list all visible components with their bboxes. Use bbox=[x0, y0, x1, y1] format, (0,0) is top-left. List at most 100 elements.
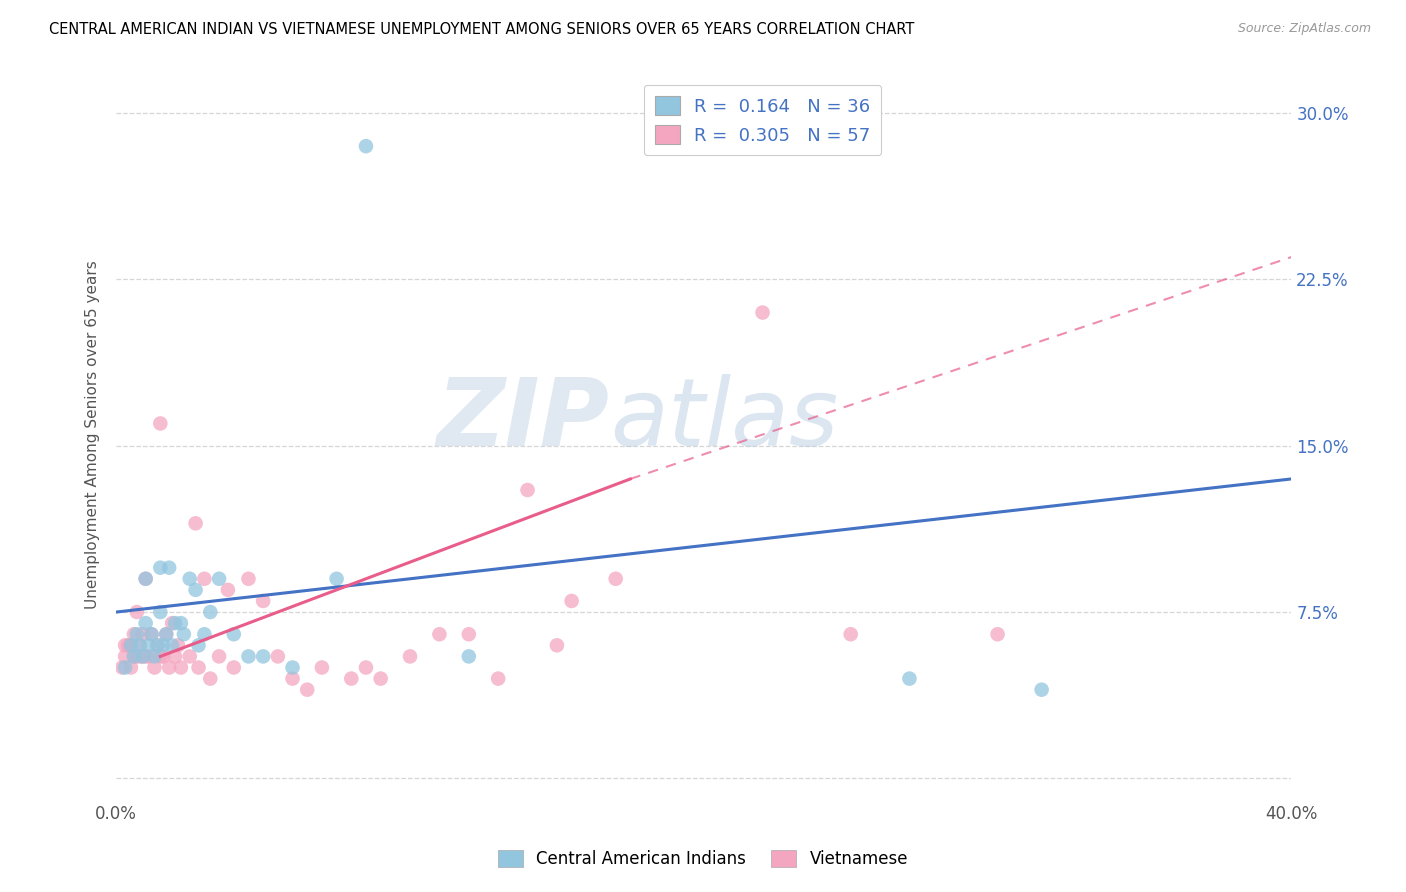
Point bbox=[311, 660, 333, 674]
Point bbox=[146, 638, 169, 652]
Point bbox=[839, 627, 862, 641]
Point bbox=[135, 572, 157, 586]
Point bbox=[340, 672, 363, 686]
Point bbox=[128, 638, 150, 652]
Point bbox=[135, 649, 157, 664]
Point bbox=[200, 672, 222, 686]
Point bbox=[187, 638, 209, 652]
Point bbox=[193, 572, 215, 586]
Point bbox=[114, 649, 136, 664]
Point bbox=[605, 572, 627, 586]
Text: CENTRAL AMERICAN INDIAN VS VIETNAMESE UNEMPLOYMENT AMONG SENIORS OVER 65 YEARS C: CENTRAL AMERICAN INDIAN VS VIETNAMESE UN… bbox=[49, 22, 914, 37]
Point bbox=[120, 638, 142, 652]
Point bbox=[238, 649, 260, 664]
Y-axis label: Unemployment Among Seniors over 65 years: Unemployment Among Seniors over 65 years bbox=[86, 260, 100, 609]
Point bbox=[281, 660, 304, 674]
Point bbox=[325, 572, 347, 586]
Point bbox=[125, 605, 148, 619]
Point bbox=[751, 305, 773, 319]
Point bbox=[163, 616, 186, 631]
Text: atlas: atlas bbox=[610, 375, 838, 466]
Point bbox=[179, 649, 201, 664]
Point bbox=[457, 627, 479, 641]
Point bbox=[132, 649, 155, 664]
Point bbox=[141, 627, 163, 641]
Point bbox=[122, 649, 145, 664]
Point bbox=[135, 572, 157, 586]
Point bbox=[457, 649, 479, 664]
Point bbox=[222, 627, 245, 641]
Point bbox=[208, 649, 231, 664]
Point bbox=[170, 660, 193, 674]
Point bbox=[149, 649, 172, 664]
Text: ZIP: ZIP bbox=[437, 374, 610, 466]
Point bbox=[354, 139, 377, 153]
Point bbox=[132, 649, 155, 664]
Point bbox=[114, 638, 136, 652]
Point bbox=[132, 627, 155, 641]
Point bbox=[354, 660, 377, 674]
Point bbox=[117, 638, 139, 652]
Point bbox=[160, 638, 183, 652]
Point bbox=[179, 572, 201, 586]
Point bbox=[187, 660, 209, 674]
Point bbox=[128, 638, 150, 652]
Point bbox=[146, 638, 169, 652]
Point bbox=[252, 594, 274, 608]
Point bbox=[217, 582, 239, 597]
Legend: R =  0.164   N = 36, R =  0.305   N = 57: R = 0.164 N = 36, R = 0.305 N = 57 bbox=[644, 85, 882, 155]
Point bbox=[122, 627, 145, 641]
Point bbox=[149, 560, 172, 574]
Point bbox=[141, 627, 163, 641]
Point bbox=[516, 483, 538, 497]
Point bbox=[370, 672, 392, 686]
Point bbox=[987, 627, 1010, 641]
Point bbox=[152, 649, 174, 664]
Point bbox=[138, 649, 160, 664]
Point bbox=[1031, 682, 1053, 697]
Point bbox=[222, 660, 245, 674]
Point bbox=[163, 649, 186, 664]
Legend: Central American Indians, Vietnamese: Central American Indians, Vietnamese bbox=[491, 843, 915, 875]
Point bbox=[149, 417, 172, 431]
Point bbox=[238, 572, 260, 586]
Point bbox=[160, 616, 183, 631]
Point bbox=[155, 627, 177, 641]
Point bbox=[114, 660, 136, 674]
Point bbox=[149, 605, 172, 619]
Point bbox=[208, 572, 231, 586]
Point bbox=[143, 660, 166, 674]
Point bbox=[167, 638, 190, 652]
Point bbox=[135, 616, 157, 631]
Point bbox=[486, 672, 509, 686]
Point bbox=[267, 649, 290, 664]
Point bbox=[125, 649, 148, 664]
Point bbox=[173, 627, 195, 641]
Point bbox=[200, 605, 222, 619]
Point bbox=[122, 649, 145, 664]
Point bbox=[561, 594, 583, 608]
Point bbox=[184, 516, 207, 531]
Point bbox=[152, 638, 174, 652]
Point bbox=[429, 627, 451, 641]
Point bbox=[128, 649, 150, 664]
Point bbox=[898, 672, 921, 686]
Point bbox=[157, 660, 180, 674]
Point bbox=[193, 627, 215, 641]
Point bbox=[111, 660, 134, 674]
Point bbox=[399, 649, 422, 664]
Point bbox=[170, 616, 193, 631]
Point bbox=[138, 638, 160, 652]
Text: Source: ZipAtlas.com: Source: ZipAtlas.com bbox=[1237, 22, 1371, 36]
Point bbox=[157, 560, 180, 574]
Point bbox=[120, 660, 142, 674]
Point bbox=[120, 638, 142, 652]
Point bbox=[155, 627, 177, 641]
Point bbox=[281, 672, 304, 686]
Point bbox=[184, 582, 207, 597]
Point bbox=[297, 682, 319, 697]
Point bbox=[546, 638, 568, 652]
Point bbox=[143, 649, 166, 664]
Point bbox=[252, 649, 274, 664]
Point bbox=[125, 627, 148, 641]
